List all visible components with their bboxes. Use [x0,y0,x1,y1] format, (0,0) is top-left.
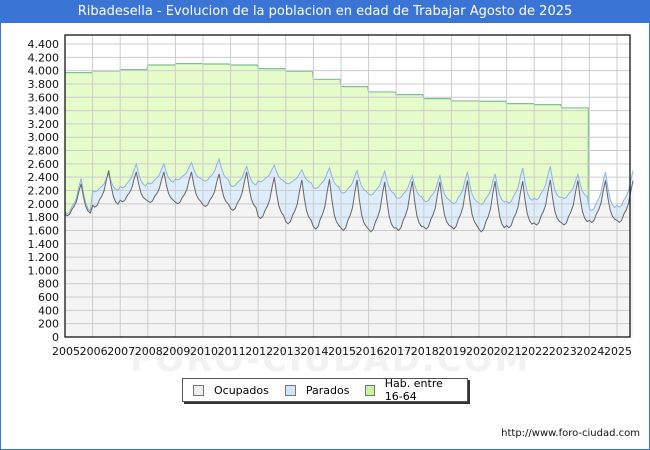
svg-text:2.800: 2.800 [28,145,60,158]
svg-text:2006: 2006 [80,345,108,358]
legend-swatch-parados [284,384,296,396]
legend-label-hab: Hab. entre 16-64 [384,377,443,403]
svg-text:2007: 2007 [107,345,135,358]
svg-text:3.800: 3.800 [28,78,60,91]
svg-text:4.400: 4.400 [28,38,60,51]
svg-text:1.800: 1.800 [28,211,60,224]
svg-text:2005: 2005 [52,345,80,358]
legend-swatch-hab [365,384,375,396]
svg-text:2.000: 2.000 [28,198,60,211]
svg-text:2025: 2025 [604,345,632,358]
legend-swatch-ocupados [193,384,204,396]
legend: Ocupados Parados Hab. entre 16-64 [182,377,468,403]
svg-text:2014: 2014 [300,345,328,358]
svg-text:2010: 2010 [190,345,218,358]
svg-text:4.000: 4.000 [28,65,60,78]
svg-text:1.400: 1.400 [28,238,60,251]
legend-item-ocupados[interactable]: Ocupados [193,384,269,397]
svg-text:1.600: 1.600 [28,224,60,237]
svg-text:600: 600 [38,291,59,304]
svg-text:3.000: 3.000 [28,131,60,144]
svg-text:2.400: 2.400 [28,171,60,184]
svg-text:2022: 2022 [521,345,549,358]
svg-text:2021: 2021 [494,345,522,358]
svg-text:3.200: 3.200 [28,118,60,131]
svg-text:2017: 2017 [383,345,411,358]
watermark: FORO-CIUDAD.COM [130,340,531,380]
svg-text:2015: 2015 [328,345,356,358]
svg-text:2023: 2023 [549,345,577,358]
svg-text:3.400: 3.400 [28,105,60,118]
svg-text:4.200: 4.200 [28,51,60,64]
svg-text:200: 200 [38,318,59,331]
svg-text:0: 0 [52,331,59,344]
svg-text:2019: 2019 [438,345,466,358]
legend-item-hab[interactable]: Hab. entre 16-64 [365,377,461,403]
svg-text:2.200: 2.200 [28,185,60,198]
source-url[interactable]: http://www.foro-ciudad.com [501,428,640,439]
svg-text:2009: 2009 [162,345,190,358]
svg-text:2016: 2016 [356,345,384,358]
svg-text:1.000: 1.000 [28,264,60,277]
svg-text:2008: 2008 [135,345,163,358]
svg-text:2018: 2018 [411,345,439,358]
legend-item-parados[interactable]: Parados [284,383,350,397]
chart-title: Ribadesella - Evolucion de la poblacion … [0,0,650,23]
svg-text:2013: 2013 [273,345,301,358]
svg-text:2.600: 2.600 [28,158,60,171]
svg-text:2020: 2020 [466,345,494,358]
svg-text:800: 800 [38,278,59,291]
svg-text:3.600: 3.600 [28,91,60,104]
legend-label-ocupados: Ocupados [214,383,269,397]
svg-text:400: 400 [38,304,59,317]
legend-label-parados: Parados [305,383,350,397]
svg-text:1.200: 1.200 [28,251,60,264]
svg-text:2024: 2024 [576,345,604,358]
svg-text:2012: 2012 [245,345,273,358]
svg-text:2011: 2011 [218,345,246,358]
